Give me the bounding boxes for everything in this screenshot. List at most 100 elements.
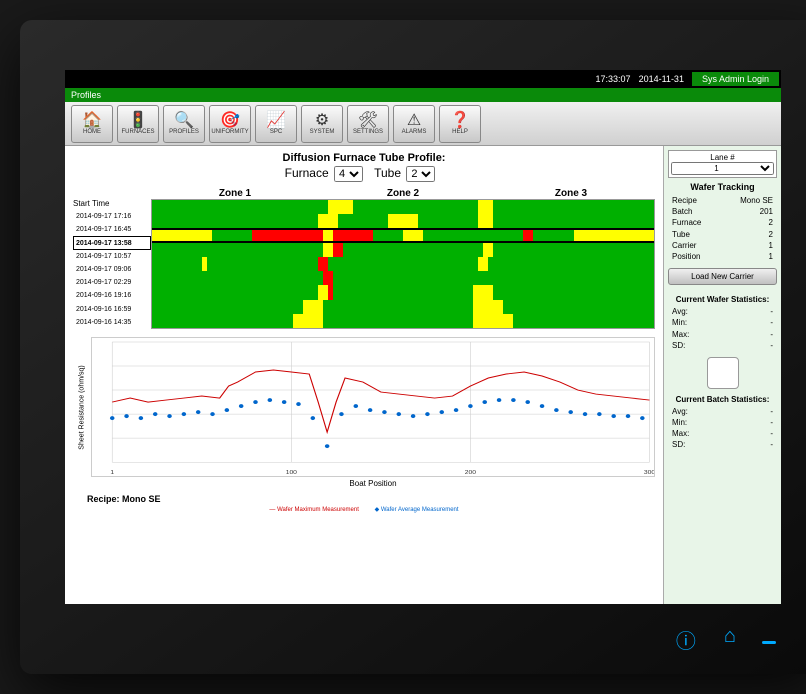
kv-row: Position1	[668, 251, 777, 262]
zone-label: Zone 1	[151, 188, 319, 199]
furnace-label: Furnace	[285, 166, 329, 180]
time-row[interactable]: 2014-09-17 17:16	[73, 210, 151, 223]
start-time-header: Start Time	[73, 199, 151, 208]
body-area: Diffusion Furnace Tube Profile: Furnace …	[65, 146, 781, 604]
heat-row[interactable]	[152, 228, 654, 242]
heat-row[interactable]	[152, 271, 654, 285]
side-panel: Lane # 1 Wafer Tracking RecipeMono SEBat…	[663, 146, 781, 604]
kv-row: RecipeMono SE	[668, 195, 777, 206]
y-axis-label: Sheet Resistance (ohm/sq)	[79, 365, 86, 449]
info-icon[interactable]: ⓘ	[676, 625, 696, 654]
system-icon: ⚙	[315, 113, 329, 129]
screen: 17:33:07 2014-11-31 Sys Admin Login Prof…	[65, 70, 781, 604]
toolbar-label: ALARMS	[402, 129, 427, 135]
current-wafer-stats: Avg:-Min:-Max:-SD:-	[668, 306, 777, 351]
kv-row: Avg:-	[668, 306, 777, 317]
chart-svg: 1100200300	[92, 338, 654, 476]
toolbar-profiles-button[interactable]: 🔍PROFILES	[163, 105, 205, 143]
kv-row: Carrier1	[668, 240, 777, 251]
time-row[interactable]: 2014-09-17 09:06	[73, 263, 151, 276]
toolbar-furnaces-button[interactable]: 🚦FURNACES	[117, 105, 159, 143]
kv-row: Max:-	[668, 428, 777, 439]
time-column: Start Time 2014-09-17 17:162014-09-17 16…	[73, 199, 151, 329]
heat-row[interactable]	[152, 314, 654, 328]
wafer-tracking-list: RecipeMono SEBatch201Furnace2Tube2Carrie…	[668, 195, 777, 262]
zone-label: Zone 3	[487, 188, 655, 199]
legend-avg: ◆ Wafer Average Measurement	[375, 507, 459, 513]
legend-max: — Wafer Maximum Measurement	[269, 507, 358, 513]
toolbar-spc-button[interactable]: 📈SPC	[255, 105, 297, 143]
toolbar-label: FURNACES	[121, 129, 154, 135]
lane-label: Lane #	[671, 153, 774, 162]
furnace-select[interactable]: 4	[334, 166, 363, 182]
lane-select[interactable]: 1	[671, 162, 774, 175]
toolbar-label: PROFILES	[169, 129, 199, 135]
tube-select[interactable]: 2	[406, 166, 435, 182]
header-bar: 17:33:07 2014-11-31 Sys Admin Login	[65, 70, 781, 88]
time-row[interactable]: 2014-09-17 16:45	[73, 223, 151, 236]
kv-row: Batch201	[668, 206, 777, 217]
page-title: Diffusion Furnace Tube Profile:	[73, 152, 655, 164]
lane-box: Lane # 1	[668, 150, 777, 178]
header-date: 2014-11-31	[639, 74, 684, 84]
heat-row[interactable]	[152, 300, 654, 314]
load-new-carrier-button[interactable]: Load New Carrier	[668, 268, 777, 285]
current-batch-stats-title: Current Batch Statistics:	[668, 395, 777, 404]
tube-label: Tube	[374, 166, 401, 180]
main-panel: Diffusion Furnace Tube Profile: Furnace …	[65, 146, 663, 604]
home-icon: 🏠	[82, 113, 102, 129]
wafer-preview-box	[707, 357, 739, 389]
chart-legend: — Wafer Maximum Measurement ◆ Wafer Aver…	[73, 506, 655, 513]
sys-admin-login-button[interactable]: Sys Admin Login	[692, 72, 779, 86]
section-title-strip: Profiles	[65, 88, 781, 102]
kv-row: SD:-	[668, 439, 777, 450]
time-row[interactable]: 2014-09-16 16:59	[73, 303, 151, 316]
furnaces-icon: 🚦	[128, 113, 148, 129]
kv-row: Min:-	[668, 417, 777, 428]
time-row[interactable]: 2014-09-16 19:16	[73, 289, 151, 302]
kv-row: Avg:-	[668, 406, 777, 417]
kv-row: Furnace2	[668, 217, 777, 228]
kv-row: Tube2	[668, 229, 777, 240]
kv-row: Min:-	[668, 317, 777, 328]
toolbar-alarms-button[interactable]: ⚠ALARMS	[393, 105, 435, 143]
spc-icon: 📈	[266, 113, 286, 129]
x-axis-label: Boat Position	[73, 479, 655, 488]
toolbar-help-button[interactable]: ❓HELP	[439, 105, 481, 143]
selector-row: Furnace 4 Tube 2	[73, 166, 655, 182]
time-row[interactable]: 2014-09-17 02:29	[73, 276, 151, 289]
chart-area: Sheet Resistance (ohm/sq) 1100200300	[73, 337, 655, 477]
help-icon: ❓	[450, 113, 470, 129]
toolbar-system-button[interactable]: ⚙SYSTEM	[301, 105, 343, 143]
heat-row[interactable]	[152, 257, 654, 271]
svg-text:200: 200	[465, 469, 477, 476]
monitor-hw-buttons: ⓘ ⌂	[676, 625, 736, 654]
heat-row[interactable]	[152, 285, 654, 299]
heat-row[interactable]	[152, 214, 654, 228]
heat-row[interactable]	[152, 200, 654, 214]
section-title: Profiles	[71, 90, 101, 100]
zone-label: Zone 2	[319, 188, 487, 199]
wafer-tracking-title: Wafer Tracking	[668, 182, 777, 192]
profiles-icon: 🔍	[174, 113, 194, 129]
toolbar-label: SETTINGS	[353, 129, 383, 135]
time-row[interactable]: 2014-09-17 10:57	[73, 250, 151, 263]
toolbar-label: HELP	[452, 129, 468, 135]
time-row[interactable]: 2014-09-17 13:58	[73, 236, 151, 249]
chart-plot: 1100200300	[91, 337, 655, 477]
toolbar-uniformity-button[interactable]: 🎯UNIFORMITY	[209, 105, 251, 143]
y-axis-label-wrap: Sheet Resistance (ohm/sq)	[73, 337, 91, 477]
settings-icon: 🛠	[358, 113, 378, 129]
home-icon[interactable]: ⌂	[724, 625, 736, 654]
heatmap[interactable]	[151, 199, 655, 329]
zone-labels: Zone 1Zone 2Zone 3	[73, 188, 655, 199]
kv-row: Max:-	[668, 329, 777, 340]
recipe-caption: Recipe: Mono SE	[73, 494, 655, 504]
toolbar-home-button[interactable]: 🏠HOME	[71, 105, 113, 143]
heat-row[interactable]	[152, 243, 654, 257]
power-led	[762, 641, 776, 644]
time-row[interactable]: 2014-09-16 14:35	[73, 316, 151, 329]
toolbar-settings-button[interactable]: 🛠SETTINGS	[347, 105, 389, 143]
toolbar-label: UNIFORMITY	[211, 129, 248, 135]
svg-text:100: 100	[286, 469, 298, 476]
